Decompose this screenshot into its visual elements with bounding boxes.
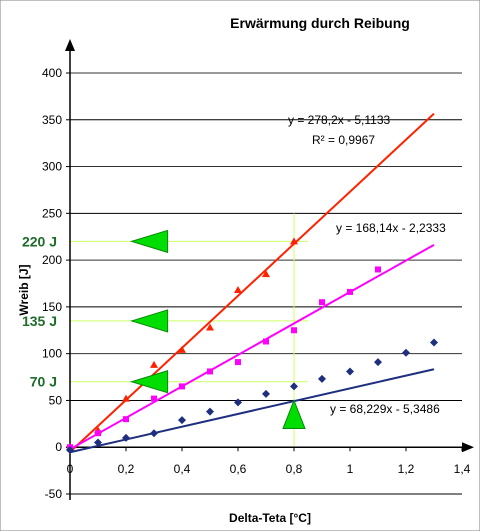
data-point (430, 338, 438, 347)
r-squared: R² = 0,9967 (312, 133, 375, 147)
data-point (262, 389, 270, 398)
y-tick-label: 0 (55, 440, 62, 454)
data-point (151, 395, 157, 402)
y-tick-label: -50 (45, 487, 63, 501)
data-point (123, 416, 129, 423)
data-point (319, 299, 325, 306)
y-axis-arrow (65, 39, 75, 51)
data-point (374, 358, 382, 367)
data-point (178, 345, 186, 353)
data-point (235, 359, 241, 366)
marker-label: 135 J (22, 313, 57, 329)
x-tick-label: 0,8 (286, 462, 303, 476)
chart-title: Erwärmung durch Reibung (230, 15, 410, 31)
trend-equation: y = 68,229x - 5,3486 (330, 402, 440, 416)
x-tick-label: 1 (347, 462, 354, 476)
x-tick-label: 0,4 (174, 462, 191, 476)
y-tick-label: 250 (42, 206, 62, 220)
trendline-1 (69, 112, 435, 453)
x-tick-label: 0,2 (118, 462, 135, 476)
data-point (178, 416, 186, 425)
data-point (179, 383, 185, 390)
trend-equation: y = 278,2x - 5,1133 (288, 113, 391, 127)
data-point (263, 338, 269, 345)
x-tick-label: 1,4 (454, 462, 471, 476)
data-point (150, 429, 158, 438)
data-point (122, 394, 130, 402)
y-tick-label: 200 (42, 253, 62, 267)
y-tick-label: 400 (42, 66, 62, 80)
data-point (375, 266, 381, 273)
data-point (206, 323, 214, 331)
data-point (290, 382, 298, 391)
data-point (262, 270, 270, 278)
y-tick-label: 150 (42, 300, 62, 314)
y-tick-label: 300 (42, 160, 62, 174)
x-axis-arrow (462, 442, 474, 453)
data-point (290, 237, 298, 245)
data-point (291, 327, 297, 334)
data-point (150, 360, 158, 368)
data-point (234, 398, 242, 407)
up-arrow (282, 399, 306, 430)
data-point (207, 368, 213, 375)
y-tick-label: 50 (49, 393, 63, 407)
data-point (234, 286, 242, 294)
trendlines (69, 112, 435, 454)
y-tick-label: 100 (42, 347, 62, 361)
data-point (318, 374, 326, 383)
data-point (95, 430, 101, 437)
x-tick-label: 0,6 (230, 462, 247, 476)
data-point (206, 407, 214, 416)
left-arrow (129, 309, 169, 333)
data-point (66, 446, 74, 455)
data-points (66, 237, 438, 455)
x-axis-label: Delta-Teta [°C] (229, 511, 311, 525)
x-tick-label: 1,2 (398, 462, 415, 476)
labels: -50 0 50 100 150 200 250 300 350 400 0 0,2 0,4 0,6 0,8… (22, 66, 471, 501)
grid (70, 72, 462, 495)
left-arrow (129, 229, 169, 254)
y-tick-label: 350 (42, 113, 62, 127)
y-axis-label: Wreib [J] (17, 264, 31, 315)
axes (65, 39, 474, 500)
x-tick-label: 0 (67, 462, 74, 476)
data-point (402, 348, 410, 357)
data-point (346, 367, 354, 376)
left-arrow (129, 370, 169, 394)
data-point (347, 288, 353, 295)
trend-equation: y = 168,14x - 2,2333 (336, 221, 446, 235)
trendline-3 (69, 368, 435, 454)
trendline-2 (69, 243, 435, 451)
marker-label: 70 J (30, 374, 57, 390)
data-point (94, 438, 102, 447)
data-point (122, 433, 130, 442)
marker-label: 220 J (22, 233, 57, 249)
